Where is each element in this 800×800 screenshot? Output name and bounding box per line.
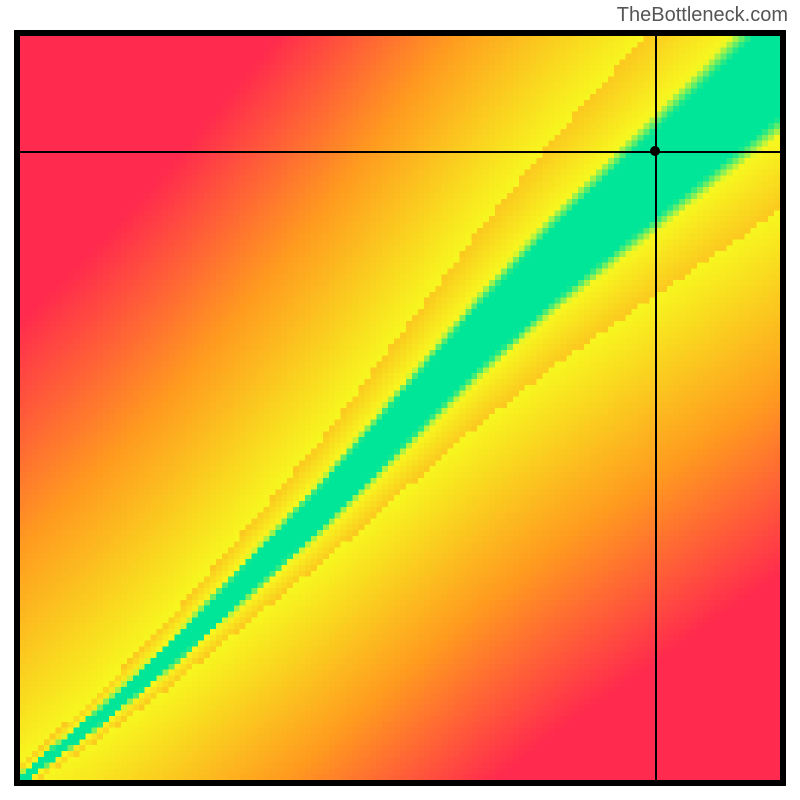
bottleneck-heatmap-canvas — [20, 36, 780, 780]
crosshair-horizontal — [20, 151, 780, 153]
watermark-text: TheBottleneck.com — [617, 4, 788, 27]
crosshair-marker-dot — [650, 146, 660, 156]
bottleneck-heatmap-frame — [14, 30, 786, 786]
